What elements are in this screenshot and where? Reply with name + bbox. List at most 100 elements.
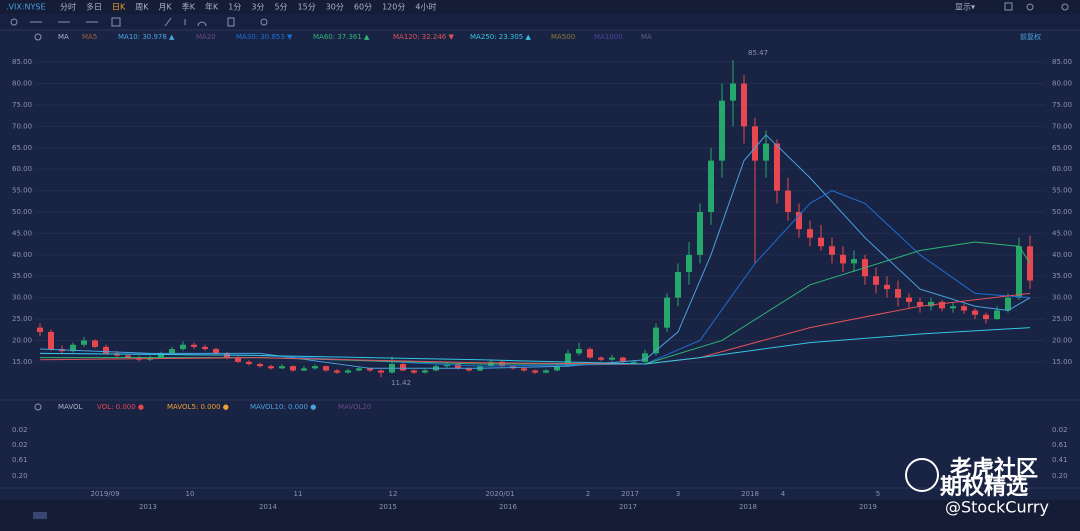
candle-body — [730, 83, 736, 101]
candle-body — [719, 100, 725, 161]
period-tab[interactable]: 年K — [205, 2, 219, 12]
candle-body — [873, 276, 879, 285]
vol-tick-label: 0.02 — [12, 441, 28, 449]
candle-body — [741, 83, 747, 127]
date-label: 10 — [186, 490, 195, 498]
candle-body — [664, 297, 670, 328]
candle-body — [983, 314, 989, 320]
period-tab[interactable]: 月K — [159, 3, 173, 12]
y-tick-label: 50.00 — [1052, 208, 1072, 216]
candle-body — [939, 301, 945, 309]
ma-legend: MA250: 23.305 ▲ — [470, 33, 531, 41]
y-tick-label: 30.00 — [12, 294, 32, 302]
navigator-year: 2014 — [259, 503, 277, 511]
vol-tick-label: 0.02 — [12, 426, 28, 434]
candle-body — [796, 212, 802, 230]
candle-body — [884, 284, 890, 290]
candle-body — [70, 344, 76, 352]
period-tab[interactable]: 4小时 — [415, 2, 436, 12]
ma-legend: MA120: 32.246 ▼ — [393, 33, 454, 41]
candle-body — [807, 229, 813, 238]
period-tab[interactable]: 周K — [135, 3, 149, 12]
period-tab[interactable]: 多日 — [86, 2, 102, 12]
adjust-mode[interactable]: 前复权 — [1020, 32, 1041, 41]
period-tab[interactable]: 日K — [112, 3, 126, 12]
date-label: 11 — [294, 490, 303, 498]
y-tick-label: 40.00 — [12, 251, 32, 259]
candle-body — [312, 366, 318, 369]
candle-body — [906, 297, 912, 302]
vol-tick-label: 0.61 — [1052, 441, 1068, 449]
y-tick-label: 70.00 — [12, 122, 32, 130]
candle-body — [851, 259, 857, 264]
candle-body — [400, 364, 406, 371]
y-tick-label: 15.00 — [12, 358, 32, 366]
y-tick-label: 55.00 — [12, 187, 32, 195]
navigator-handle[interactable] — [33, 512, 47, 519]
navigator-year: 2015 — [379, 503, 397, 511]
ma-legend: MA5 — [82, 33, 97, 41]
y-tick-label: 20.00 — [1052, 336, 1072, 344]
date-label: 2 — [586, 490, 590, 498]
y-tick-label: 75.00 — [1052, 101, 1072, 109]
candle-body — [356, 368, 362, 371]
candle-body — [48, 331, 54, 350]
candle-body — [774, 143, 780, 191]
candle-body — [257, 364, 263, 367]
candle-body — [290, 366, 296, 371]
display-menu[interactable]: 显示▾ — [955, 3, 975, 12]
y-tick-label: 70.00 — [1052, 122, 1072, 130]
navigator-year: 2016 — [499, 503, 517, 511]
watermark: 期权精选 — [940, 474, 1028, 500]
candle-body — [345, 370, 351, 373]
candle-body — [587, 349, 593, 358]
vol-legend: MAVOL20 — [338, 403, 371, 411]
ma-line — [39, 134, 1031, 369]
y-tick-label: 60.00 — [12, 165, 32, 173]
candle-body — [653, 327, 659, 354]
ma-legend: MA500 — [551, 33, 575, 41]
candle-body — [928, 301, 934, 307]
watermark-icon — [905, 458, 939, 492]
tool-strip — [0, 14, 1080, 30]
ma-legend: MA1000 — [594, 33, 623, 41]
candle-body — [829, 246, 835, 255]
period-tab[interactable]: 3分 — [251, 3, 264, 12]
candle-body — [565, 353, 571, 367]
candle-body — [191, 344, 197, 347]
symbol[interactable]: .VIX:NYSE — [6, 3, 46, 12]
period-tab[interactable]: 1分 — [228, 3, 241, 12]
date-label: 3 — [676, 490, 680, 498]
candle-body — [895, 289, 901, 298]
candle-body — [125, 355, 131, 358]
candle-body — [422, 370, 428, 373]
period-tab[interactable]: 120分 — [382, 3, 405, 12]
period-tab[interactable]: 15分 — [298, 3, 316, 12]
ma-legend: MA20 — [196, 33, 216, 41]
candle-body — [268, 366, 274, 369]
navigator-year: 2013 — [139, 503, 157, 511]
y-tick-label: 50.00 — [12, 208, 32, 216]
vol-tick-label: 0.02 — [1052, 426, 1068, 434]
candle-body — [521, 368, 527, 371]
period-tab[interactable]: 分时 — [60, 2, 76, 12]
period-tab[interactable]: 季K — [182, 2, 196, 12]
candle-body — [246, 361, 252, 365]
vol-legend: MAVOL — [58, 403, 83, 411]
candle-body — [466, 368, 472, 371]
y-tick-label: 80.00 — [1052, 80, 1072, 88]
period-tab[interactable]: 5分 — [274, 3, 287, 12]
date-label: 2020/01 — [485, 490, 514, 498]
candle-body — [785, 190, 791, 213]
candle-body — [378, 370, 384, 373]
navigator-year: 2018 — [739, 503, 757, 511]
date-label: 5 — [876, 490, 880, 498]
candle-body — [455, 364, 461, 369]
date-label: 2019/09 — [90, 490, 119, 498]
period-tab[interactable]: 60分 — [354, 3, 372, 12]
watermark: 老虎社区 — [949, 456, 1038, 482]
period-tab[interactable]: 30分 — [326, 3, 344, 12]
date-label: 2017 — [621, 490, 639, 498]
date-label: 12 — [389, 490, 398, 498]
